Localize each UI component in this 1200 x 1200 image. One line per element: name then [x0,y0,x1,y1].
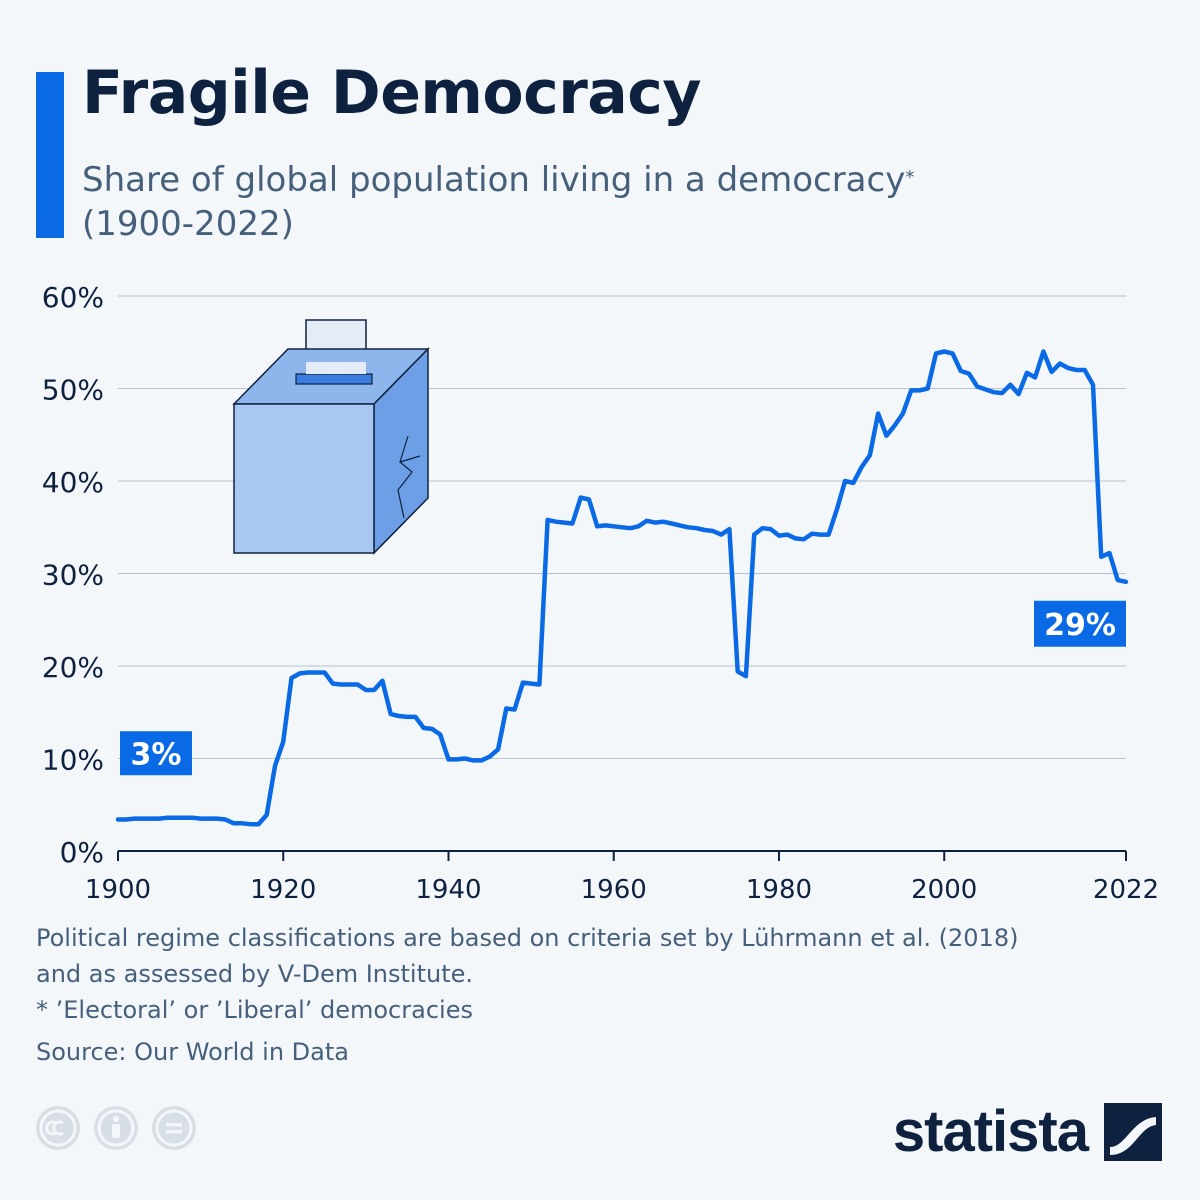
y-tick-label: 10% [42,744,104,777]
statista-brand[interactable]: statista [893,1098,1162,1165]
data-label-box [1034,600,1126,647]
data-label: 29% [1044,608,1116,643]
y-tick-label: 20% [42,651,104,684]
subtitle-period: (1900-2022) [82,204,294,244]
x-tick-label: 2022 [1093,875,1159,905]
attribution-icon[interactable] [94,1106,138,1150]
no-derivatives-icon[interactable] [152,1106,196,1150]
y-tick-label: 60% [42,281,104,314]
page-title: Fragile Democracy [82,58,701,128]
source-note: Source: Our World in Data [36,1038,349,1066]
line-chart: 0% 10% 20% 30% 40% 50% 60% 1900 1920 1940 1960 198… [42,281,1159,905]
x-axis-labels: 1900 1920 1940 1960 1980 2000 2022 [85,875,1159,905]
subtitle-text: Share of global population living in a d… [82,160,906,200]
y-tick-label: 40% [42,466,104,499]
x-tick-label: 1960 [581,875,647,905]
chart-subtitle: Share of global population living in a d… [82,158,1082,246]
y-tick-label: 50% [42,374,104,407]
x-axis [117,850,1127,861]
title-accent-bar [36,72,64,238]
statista-logo-icon [1104,1102,1162,1161]
footnote: Political regime classifications are bas… [36,920,1176,1070]
ballot-box-icon [232,319,430,555]
series-line-democracy-share [115,349,1129,827]
y-axis-labels: 0% 10% 20% 30% 40% 50% 60% [42,281,104,869]
data-label-box [120,731,192,776]
x-tick-label: 1920 [250,875,316,905]
footnote-methodology-cont: and as assessed by V-Dem Institute. [36,960,474,988]
license-icons [36,1106,196,1150]
footnote-methodology: Political regime classifications are bas… [36,924,1019,952]
x-tick-label: 2000 [911,875,977,905]
y-tick-label: 30% [42,559,104,592]
cc-license-icon[interactable] [36,1106,80,1150]
statista-wordmark: statista [892,1099,1089,1164]
x-tick-label: 1980 [746,875,812,905]
data-label: 3% [131,737,182,772]
footnote-definition: * ’Electoral’ or ’Liberal’ democracies [36,996,473,1024]
y-tick-label: 0% [60,836,104,869]
x-tick-label: 1900 [85,875,151,905]
subtitle-footnote-marker: * [905,167,915,188]
x-tick-label: 1940 [415,875,481,905]
data-labels: 3% 29% [120,600,1126,776]
